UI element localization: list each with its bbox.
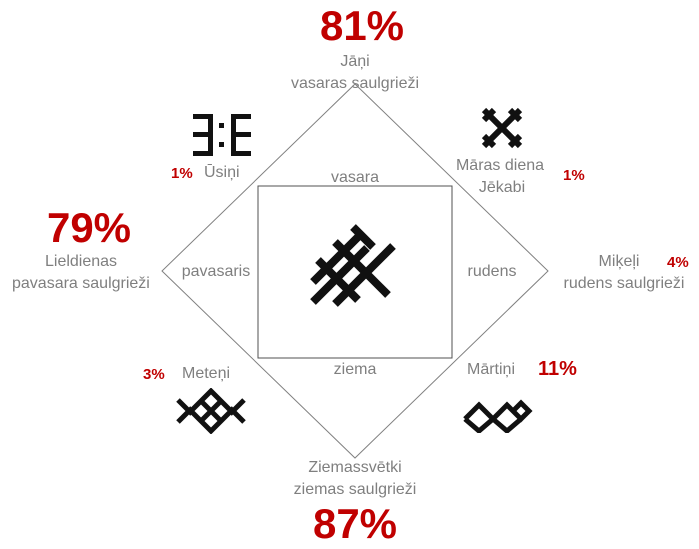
usins-symbol-icon	[193, 114, 251, 156]
lieldienas-percent: 79%	[46, 204, 132, 251]
meteni-percent: 3%	[143, 366, 165, 383]
meteni-name: Meteņi	[182, 365, 231, 382]
maras-diena-percent: 1%	[563, 167, 585, 184]
inner-square	[257, 185, 453, 359]
ziemassvetki-name: Ziemassvētki	[308, 459, 402, 476]
jani-percent: 81%	[319, 2, 405, 49]
meteni-symbol-icon	[176, 388, 246, 434]
ziemassvetki-percent: 87%	[312, 500, 398, 547]
mikeli-name: Miķeļi	[598, 253, 640, 270]
maras-diena-sub: Jēkabi	[478, 179, 526, 196]
center-sun-symbol-icon	[310, 224, 396, 307]
martini-symbol-icon	[463, 399, 533, 433]
jani-name: Jāņi	[340, 53, 370, 70]
usini-name: Ūsiņi	[204, 164, 240, 181]
lieldienas-sub: pavasara saulgrieži	[12, 275, 150, 292]
lieldienas-name: Lieldienas	[45, 253, 118, 270]
martini-percent: 11%	[538, 358, 577, 380]
mara-cross-symbol-icon	[481, 107, 523, 149]
jani-sub: vasaras saulgrieži	[290, 75, 420, 92]
mikeli-sub: rudens saulgrieži	[563, 275, 685, 292]
mikeli-percent: 4%	[667, 254, 689, 271]
season-summer: vasara	[330, 169, 380, 186]
season-spring: pavasaris	[181, 263, 251, 280]
martini-name: Mārtiņi	[467, 361, 516, 378]
maras-diena-name: Māras diena	[455, 157, 545, 174]
season-autumn: rudens	[467, 263, 517, 280]
ziemassvetki-sub: ziemas saulgrieži	[293, 481, 417, 498]
usini-percent: 1%	[171, 165, 193, 182]
season-winter: ziema	[333, 361, 377, 378]
outer-diamond	[161, 83, 549, 459]
